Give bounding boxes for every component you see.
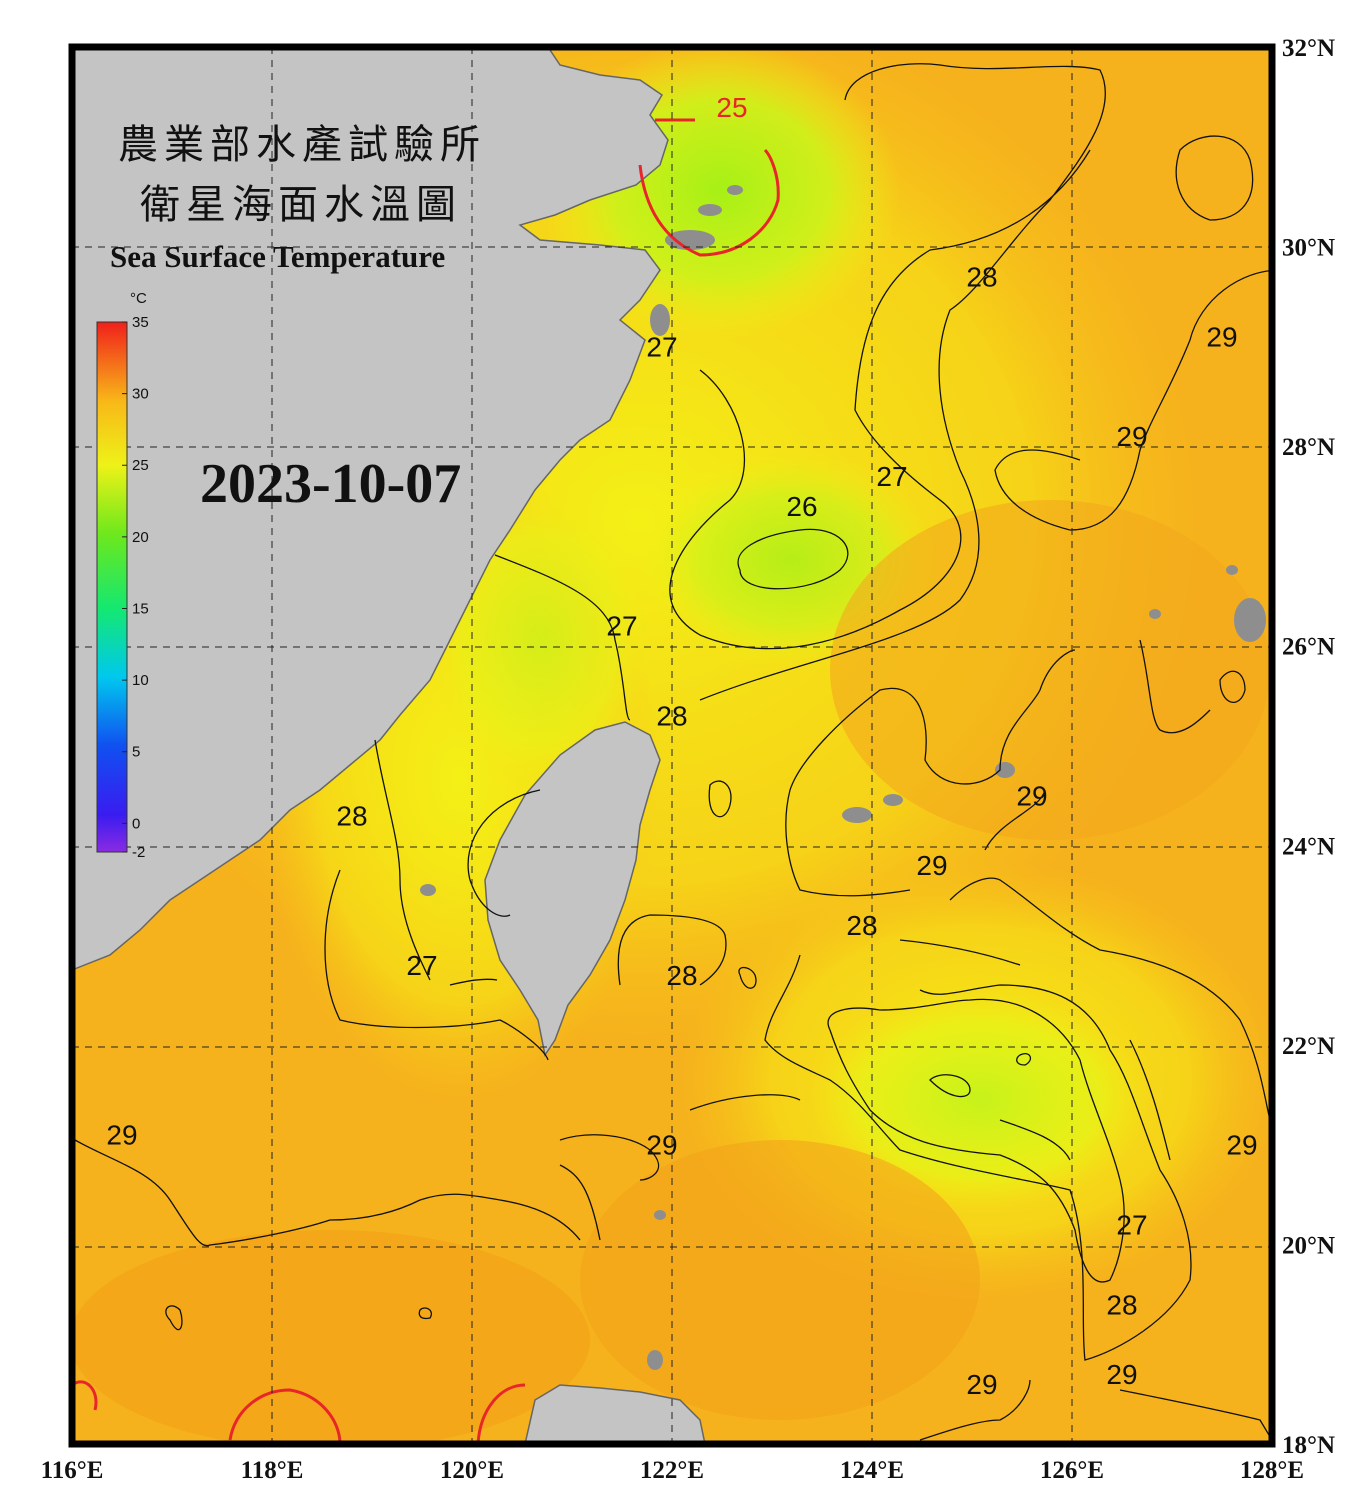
title-agency: 農業部水產試驗所: [118, 122, 486, 168]
contour-label-29: 29: [1106, 1359, 1137, 1390]
sea-surface: 25 28 29 27 29 27 26 27 28 29 28 29 28 27 28 29 29 29 27 28…: [72, 47, 1272, 1444]
contour-label-29: 29: [1016, 780, 1047, 811]
map-frame: [68, 43, 1276, 1448]
colorbar-tick-label: -2: [132, 844, 145, 861]
contour-label-27: 27: [606, 611, 637, 642]
lat-lon-grid: [72, 47, 1272, 1444]
lon-label: 120°E: [440, 1457, 504, 1484]
contour-label-27: 27: [1116, 1209, 1147, 1240]
china-mainland: [72, 47, 669, 971]
contour-label-27: 27: [406, 950, 437, 981]
contour-label-29: 29: [966, 1369, 997, 1400]
title-english: Sea Surface Temperature: [110, 239, 445, 274]
contour-label-28: 28: [656, 701, 687, 732]
contour-label-27: 27: [646, 331, 677, 362]
lon-label: 118°E: [241, 1457, 304, 1484]
lat-label: 20°N: [1282, 1232, 1335, 1259]
islands: [420, 185, 1266, 1370]
lon-label: 124°E: [840, 1457, 904, 1484]
contour-label-28: 28: [966, 261, 997, 292]
colorbar-tick-label: 0: [132, 815, 140, 832]
colorbar-tick-label: 35: [132, 314, 149, 331]
isotherms: [74, 63, 1272, 1441]
lat-label: 28°N: [1282, 434, 1335, 461]
contour-label-29: 29: [1206, 321, 1237, 352]
luzon-island: [524, 1384, 706, 1444]
lat-label: 32°N: [1282, 35, 1335, 62]
latitude-labels: 32°N 30°N 28°N 26°N 24°N 22°N 20°N 18°N: [1282, 35, 1335, 1459]
colorbar-unit: °C: [130, 290, 147, 307]
contour-label-29: 29: [106, 1120, 137, 1151]
lat-label: 22°N: [1282, 1033, 1335, 1060]
lat-label: 30°N: [1282, 235, 1335, 262]
colorbar-tick-label: 20: [132, 529, 149, 546]
lon-label: 128°E: [1240, 1457, 1304, 1484]
map-date: 2023-10-07: [200, 453, 461, 515]
contour-label-27: 27: [876, 461, 907, 492]
lon-label: 116°E: [41, 1457, 104, 1484]
contour-label-29: 29: [916, 850, 947, 881]
contour-labels: 25 28 29 27 29 27 26 27 28 29 28 29 28 27 28 29 29 29 27 28…: [106, 92, 1257, 1400]
taiwan-island: [484, 721, 661, 1057]
colorbar: °C 35 30 25 20 15 10 5 0 -2: [96, 290, 149, 861]
longitude-labels: 116°E 118°E 120°E 122°E 124°E 126°E 128°E: [41, 1457, 1304, 1484]
colorbar-ramp: [96, 321, 128, 853]
isotherm-25: [72, 118, 780, 1444]
contour-label-29: 29: [646, 1130, 677, 1161]
contour-label-28: 28: [336, 800, 367, 831]
lat-label: 24°N: [1282, 833, 1335, 860]
title-map-name: 衛星海面水溫圖: [140, 182, 462, 228]
contour-label-26: 26: [786, 491, 817, 522]
contour-label-29: 29: [1116, 421, 1147, 452]
colorbar-tick-label: 15: [132, 600, 149, 617]
colorbar-tick-label: 10: [132, 672, 149, 689]
contour-label-28: 28: [846, 910, 877, 941]
colorbar-tick-label: 5: [132, 744, 140, 761]
lat-label: 26°N: [1282, 634, 1335, 661]
contour-label-25: 25: [716, 92, 747, 123]
contour-label-29: 29: [1226, 1130, 1257, 1161]
contour-label-28: 28: [1106, 1289, 1137, 1320]
colorbar-ticks: 35 30 25 20 15 10 5 0 -2: [122, 314, 149, 861]
colorbar-tick-label: 25: [132, 457, 149, 474]
contour-label-28: 28: [666, 960, 697, 991]
colorbar-tick-label: 30: [132, 386, 149, 403]
lon-label: 126°E: [1040, 1457, 1104, 1484]
lat-label: 18°N: [1282, 1432, 1335, 1459]
lon-label: 122°E: [640, 1457, 704, 1484]
